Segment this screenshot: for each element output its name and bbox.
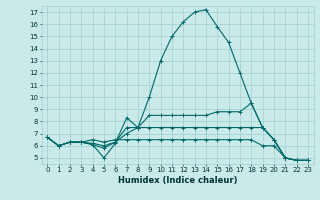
- X-axis label: Humidex (Indice chaleur): Humidex (Indice chaleur): [118, 176, 237, 185]
